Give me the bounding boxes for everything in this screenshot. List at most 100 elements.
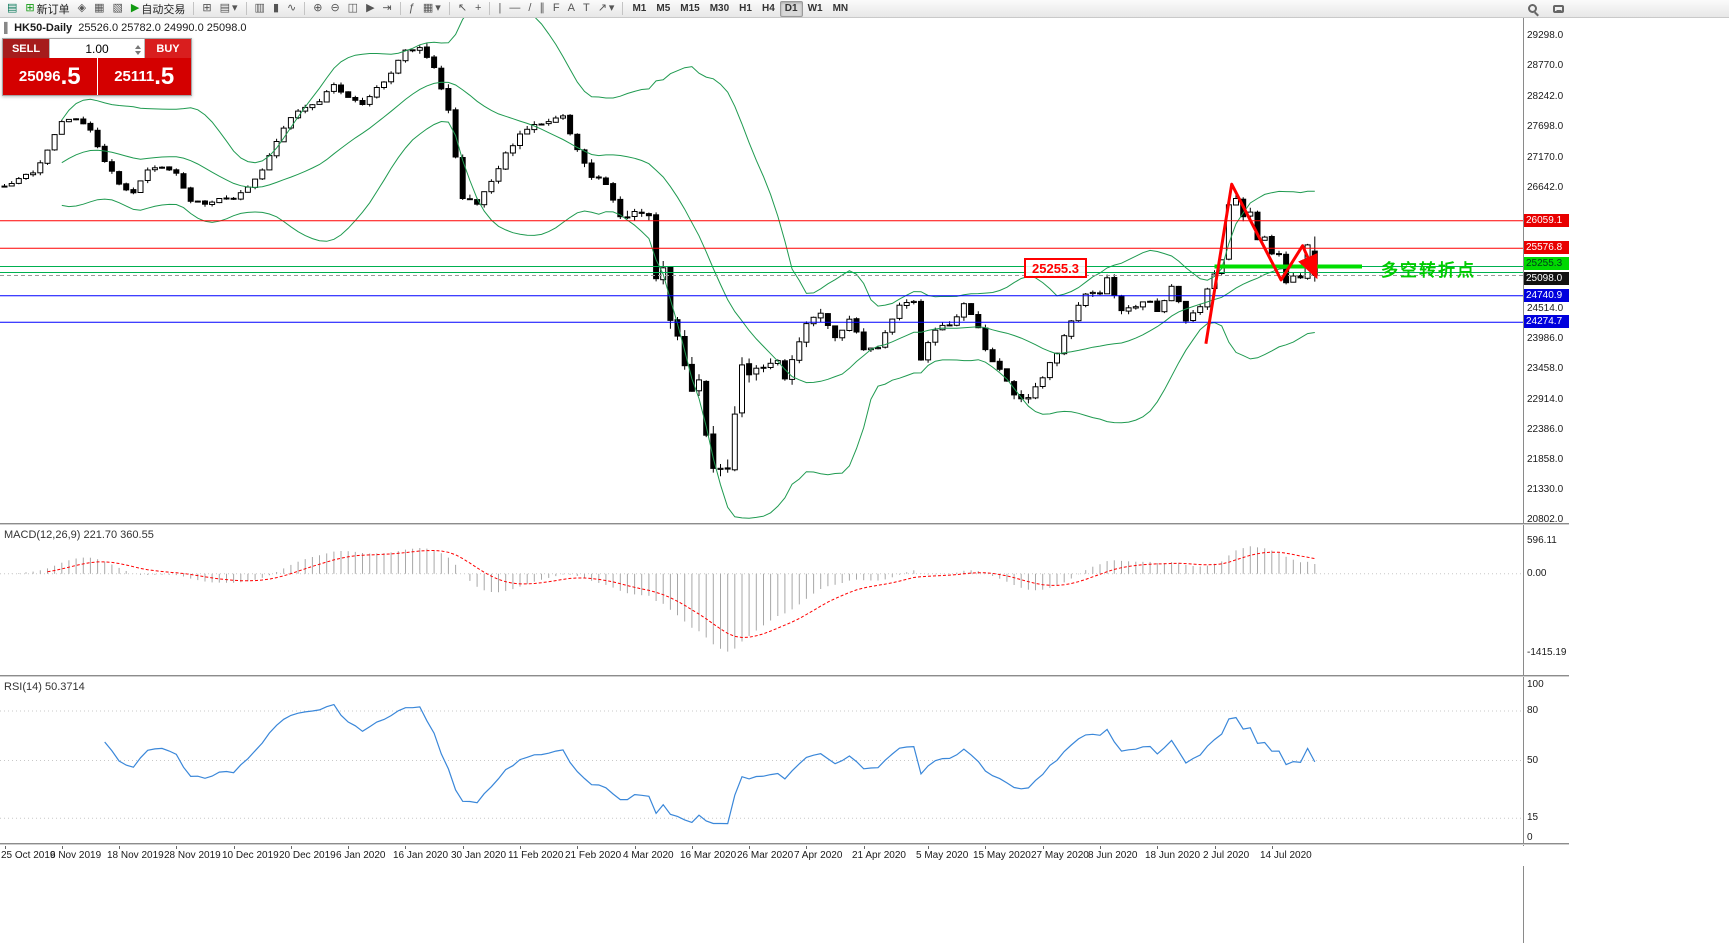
profiles-button[interactable]: ▤ ▾ [216, 1, 242, 17]
candle [431, 56, 438, 68]
candle [631, 211, 638, 217]
trendline-button[interactable]: / [524, 1, 535, 17]
timeframe-h4-button[interactable]: H4 [761, 3, 775, 14]
cursor-button[interactable]: ↖ [454, 1, 471, 17]
date-tick [864, 846, 865, 849]
candle [996, 360, 1003, 370]
arrows-button[interactable]: ↗ ▾ [594, 1, 619, 17]
zoom-out-button[interactable]: ⊖ [326, 1, 343, 17]
timeframe-mn-button[interactable]: MN [832, 3, 849, 14]
candlestick-chart-button[interactable]: ▮ [269, 1, 283, 17]
candle [395, 59, 402, 74]
candle [359, 100, 366, 105]
buy-button[interactable]: BUY [145, 39, 191, 58]
price-axis[interactable]: 29298.0 28770.0 28242.0 27698.0 27170.0 26642… [1523, 0, 1569, 943]
candle [1054, 352, 1060, 364]
candle [345, 91, 352, 98]
pane-separator[interactable] [0, 843, 1569, 845]
trend-zigzag-arrow[interactable] [1204, 182, 1318, 344]
candle [94, 129, 101, 148]
timeframe-m30-button[interactable]: M30 [709, 3, 730, 14]
time-axis[interactable]: 25 Oct 2019 6 Nov 2019 18 Nov 2019 28 Nov 2… [0, 846, 1569, 866]
new-chart-button[interactable]: ⊞ [198, 1, 215, 17]
new-order-button[interactable]: ⊞ 新订单 [21, 1, 73, 17]
vertical-line-button[interactable]: | [494, 1, 505, 17]
channel-button[interactable]: ∥ [535, 1, 549, 17]
volume-input[interactable]: 1.00 [49, 39, 145, 58]
strategy-tester-button[interactable]: ▧ [109, 1, 127, 17]
navigator-button[interactable]: ◈ [74, 1, 90, 17]
text-label-button[interactable]: T [579, 1, 594, 17]
price-annotation[interactable]: 25255.3 [1024, 258, 1087, 278]
candle [932, 329, 939, 343]
templates-button[interactable]: ▦ ▾ [419, 1, 445, 17]
candle [824, 313, 831, 327]
sell-button[interactable]: SELL [3, 39, 49, 58]
turning-point-label[interactable]: 多空转折点 [1381, 261, 1476, 280]
fibonacci-button[interactable]: F [549, 1, 564, 17]
candle [1068, 320, 1075, 337]
candle [58, 121, 65, 135]
sell-price-button[interactable]: 25096.5 [3, 58, 97, 95]
chart-title: ▌ HK50-Daily 25526.0 25782.0 24990.0 2509… [4, 22, 247, 34]
rsi-pane[interactable] [0, 703, 1523, 825]
macd-histogram [11, 546, 1316, 652]
market-watch-button[interactable]: ▤ [3, 1, 21, 17]
tile-windows-button[interactable]: ◫ [344, 1, 362, 17]
candle [123, 183, 130, 191]
timeframe-d1-button[interactable]: D1 [779, 0, 803, 17]
timeframe-m1-button[interactable]: M1 [632, 3, 647, 14]
candle [488, 180, 495, 193]
chart-shift-button[interactable]: ⇥ [379, 1, 396, 17]
auto-trading-button[interactable]: ▶ 自动交易 [127, 1, 189, 17]
timeframe-w1-button[interactable]: W1 [807, 3, 823, 14]
price-tick-label: 20802.0 [1527, 514, 1564, 525]
candle [1276, 253, 1282, 256]
search-icon[interactable] [1528, 4, 1537, 13]
chat-icon[interactable] [1553, 4, 1564, 13]
date-label: 8 Jun 2020 [1088, 850, 1138, 861]
date-tick [1215, 846, 1216, 849]
price-tick-label: 23458.0 [1527, 362, 1564, 374]
data-window-button[interactable]: ▦ [90, 1, 108, 17]
chevron-down-icon: ▾ [435, 2, 441, 14]
zoom-in-button[interactable]: ⊕ [309, 1, 326, 17]
date-label: 11 Feb 2020 [508, 850, 564, 861]
horizontal-line-button[interactable]: — [505, 1, 524, 17]
toolbar-separator [489, 2, 491, 15]
text-button[interactable]: A [564, 1, 579, 17]
spinner-up-icon[interactable] [135, 42, 141, 49]
timeframe-m15-button[interactable]: M15 [680, 3, 700, 14]
timeframe-m5-button[interactable]: M5 [656, 3, 671, 14]
pane-separator[interactable] [0, 675, 1569, 677]
main-price-pane[interactable] [0, 1, 1523, 519]
line-chart-button[interactable]: ∿ [283, 1, 300, 17]
candle [230, 197, 237, 200]
indicators-button[interactable]: ƒ [405, 1, 419, 17]
candle [1082, 293, 1089, 307]
candle [502, 152, 509, 170]
chart-ohlc-values: 25526.0 25782.0 24990.0 25098.0 [78, 22, 247, 34]
auto-trading-icon: ▶ [130, 2, 140, 14]
candle [216, 198, 223, 204]
macd-pane[interactable] [0, 546, 1523, 652]
bar-chart-button[interactable]: ▥ [251, 1, 269, 17]
pane-separator[interactable] [0, 523, 1569, 525]
spinner-down-icon[interactable] [135, 51, 141, 58]
candle [159, 166, 165, 169]
timeframe-h1-button[interactable]: H1 [739, 3, 752, 14]
date-label: 18 Jun 2020 [1145, 850, 1201, 861]
candle [1182, 300, 1189, 322]
candle [8, 183, 15, 187]
rsi-tick-label: 100 [1527, 679, 1544, 690]
auto-scroll-button[interactable]: ▶ [362, 1, 378, 17]
candle [309, 104, 316, 109]
crosshair-button[interactable]: + [471, 1, 485, 17]
buy-price-button[interactable]: 25111.5 [98, 58, 192, 95]
price-tick-label: 23986.0 [1527, 332, 1564, 344]
volume-spinner[interactable] [135, 42, 141, 58]
candle [388, 72, 395, 83]
candle [602, 177, 609, 185]
candle [968, 303, 975, 316]
